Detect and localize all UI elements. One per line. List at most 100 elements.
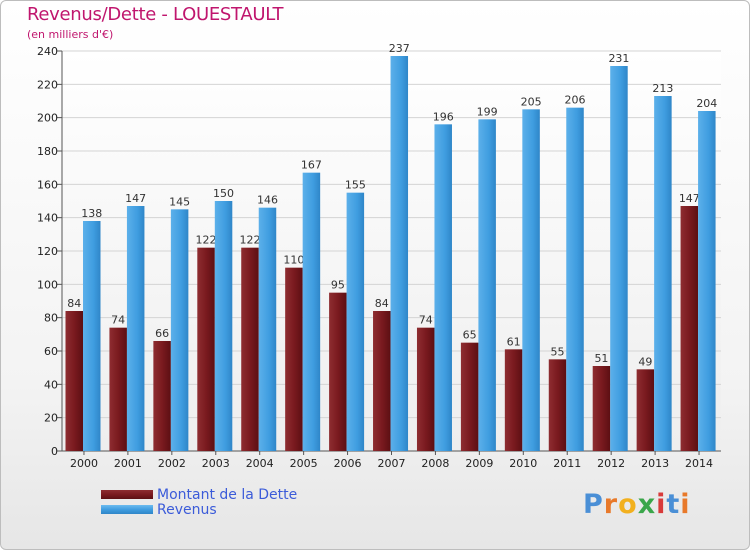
legend-label-revenus: Revenus — [157, 501, 217, 518]
y-tick-label: 140 — [37, 212, 58, 225]
x-tick-label: 2007 — [378, 457, 406, 470]
bar-revenus — [83, 221, 101, 451]
bar-value-label: 147 — [679, 192, 700, 205]
chart-subtitle: (en milliers d'€) — [27, 28, 114, 41]
y-tick-label: 60 — [44, 345, 58, 358]
x-tick-label: 2011 — [553, 457, 581, 470]
bar-revenus — [478, 119, 496, 451]
x-tick-label: 2014 — [685, 457, 713, 470]
legend-swatch-dette — [101, 490, 153, 499]
bar-value-label: 213 — [652, 82, 673, 95]
y-tick-label: 180 — [37, 145, 58, 158]
y-tick-label: 240 — [37, 45, 58, 58]
bar-value-label: 150 — [213, 187, 234, 200]
bar-value-label: 65 — [463, 329, 477, 342]
bar-value-label: 122 — [196, 234, 217, 247]
y-tick-label: 40 — [44, 378, 58, 391]
x-tick-label: 2009 — [465, 457, 493, 470]
bar-value-label: 49 — [638, 355, 652, 368]
legend: Montant de la Dette Revenus — [101, 486, 298, 518]
x-tick-label: 2006 — [334, 457, 362, 470]
bar-dette — [329, 292, 347, 451]
bar-dette — [636, 369, 655, 451]
logo-letter: o — [618, 489, 638, 520]
bar-value-label: 122 — [239, 234, 260, 247]
bar-value-label: 237 — [389, 42, 410, 55]
logo-letter: i — [656, 489, 667, 520]
bar-value-label: 74 — [419, 314, 433, 327]
bar-revenus — [214, 201, 233, 451]
bar-dette — [373, 311, 391, 451]
bar-revenus — [170, 209, 189, 451]
bar-dette — [109, 327, 127, 451]
bar-dette — [241, 247, 259, 451]
legend-label-dette: Montant de la Dette — [157, 486, 298, 503]
bar-revenus — [566, 107, 584, 452]
bar-dette — [504, 349, 523, 451]
bar-value-label: 145 — [169, 195, 190, 208]
bar-dette — [416, 327, 435, 451]
x-tick-label: 2012 — [597, 457, 625, 470]
x-tick-label: 2001 — [114, 457, 142, 470]
bar-value-label: 196 — [433, 110, 454, 123]
proxiti-logo: Proxiti — [583, 489, 691, 520]
bar-revenus — [522, 109, 540, 451]
legend-item-revenus: Revenus — [101, 501, 297, 518]
bar-dette — [285, 267, 303, 451]
bar-revenus — [346, 192, 365, 451]
bar-dette — [548, 359, 567, 451]
bar-value-label: 205 — [521, 95, 542, 108]
chart-title: Revenus/Dette - LOUESTAULT — [27, 4, 284, 25]
bar-revenus — [302, 172, 321, 451]
x-tick-label: 2010 — [509, 457, 537, 470]
logo-letter: r — [603, 489, 619, 520]
x-tick-label: 2005 — [290, 457, 318, 470]
bar-revenus — [126, 206, 145, 451]
y-tick-label: 120 — [37, 245, 58, 258]
y-tick-label: 0 — [51, 445, 58, 458]
bar-value-label: 155 — [345, 179, 366, 192]
bar-revenus — [698, 111, 716, 451]
x-tick-label: 2013 — [641, 457, 669, 470]
bar-value-label: 95 — [331, 279, 345, 292]
bar-dette — [460, 342, 479, 451]
logo-letter: t — [666, 489, 681, 520]
bar-value-label: 74 — [111, 314, 125, 327]
bar-dette — [153, 341, 171, 451]
bar-value-label: 206 — [565, 94, 586, 107]
legend-item-dette: Montant de la Dette — [101, 486, 298, 503]
y-tick-label: 220 — [37, 78, 58, 91]
bar-dette — [680, 206, 699, 451]
y-tick-label: 80 — [44, 312, 58, 325]
bar-value-label: 167 — [301, 159, 322, 172]
y-tick-label: 160 — [37, 178, 58, 191]
bar-value-label: 84 — [375, 297, 389, 310]
bar-value-label: 199 — [477, 105, 498, 118]
bar-dette — [592, 366, 611, 451]
bar-revenus — [258, 207, 277, 451]
x-tick-label: 2003 — [202, 457, 230, 470]
y-tick-label: 100 — [37, 278, 58, 291]
legend-swatch-revenus — [101, 505, 153, 514]
bar-value-label: 61 — [507, 335, 521, 348]
bar-value-label: 66 — [155, 327, 169, 340]
bar-value-label: 84 — [67, 297, 81, 310]
logo-letter: P — [583, 489, 604, 520]
x-tick-label: 2000 — [70, 457, 98, 470]
bar-value-label: 51 — [594, 352, 608, 365]
bar-value-label: 138 — [81, 207, 102, 220]
x-tick-label: 2002 — [158, 457, 186, 470]
bar-revenus — [610, 66, 628, 451]
bar-revenus — [434, 124, 452, 451]
y-tick-label: 200 — [37, 112, 58, 125]
bar-dette — [197, 247, 215, 451]
bar-value-label: 55 — [551, 345, 565, 358]
x-tick-label: 2004 — [246, 457, 274, 470]
bar-dette — [65, 311, 83, 451]
bar-value-label: 231 — [608, 52, 629, 65]
bar-value-label: 110 — [283, 254, 304, 267]
logo-letter: x — [637, 489, 657, 520]
bar-value-label: 147 — [125, 192, 146, 205]
